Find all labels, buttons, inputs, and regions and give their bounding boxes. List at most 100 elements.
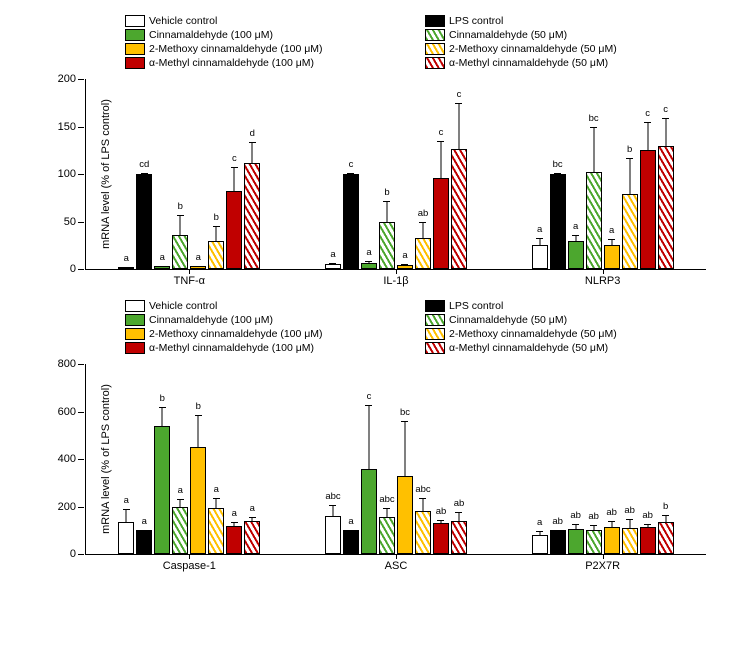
significance-label: ab [454, 498, 465, 509]
bar [325, 264, 341, 269]
significance-label: a [537, 224, 542, 235]
legend-label: Vehicle control [149, 15, 217, 27]
y-tick [78, 459, 84, 460]
x-tick-label: NLRP3 [585, 275, 620, 287]
legend-swatch [425, 342, 445, 354]
error-bar [557, 530, 558, 531]
error-bar [144, 530, 145, 531]
error-bar [665, 118, 666, 147]
significance-label: abc [415, 484, 430, 495]
chart-panel: Vehicle control LPS control Cinnamaldehy… [15, 300, 729, 555]
error-bar [575, 235, 576, 243]
bar-column: bc [550, 79, 566, 269]
error-bar [575, 524, 576, 530]
error-bar [440, 141, 441, 179]
error-bar [422, 498, 423, 512]
x-tick-label: TNF-α [174, 275, 205, 287]
bar [568, 241, 584, 269]
bar [550, 174, 566, 269]
bar-column: a [118, 364, 134, 554]
legend-item: α-Methyl cinnamaldehyde (50 μM) [425, 342, 685, 354]
bar-column: a [361, 79, 377, 269]
category-group: a c a [293, 79, 500, 269]
bar-column: abc [415, 364, 431, 554]
category-group: abc a c [293, 364, 500, 554]
significance-label: c [439, 127, 444, 138]
significance-label: b [663, 501, 668, 512]
error-bar [386, 201, 387, 224]
bar [640, 527, 656, 554]
category-group: a cd a [86, 79, 293, 269]
bar-column: a [190, 79, 206, 269]
bar [568, 529, 584, 554]
error-bar [198, 415, 199, 448]
significance-label: a [402, 250, 407, 261]
bar [226, 526, 242, 555]
bar-column: c [433, 79, 449, 269]
x-tick [396, 269, 397, 274]
y-tick-label: 400 [58, 453, 76, 465]
legend-swatch [425, 300, 445, 312]
category-group: a a b [86, 364, 293, 554]
bar-column: d [244, 79, 260, 269]
x-tick [396, 554, 397, 559]
chart-panel: Vehicle control LPS control Cinnamaldehy… [15, 15, 729, 270]
legend-item: 2-Methoxy cinnamaldehyde (50 μM) [425, 43, 685, 55]
error-bar [404, 264, 405, 266]
x-tick-label: Caspase-1 [163, 560, 216, 572]
legend-label: Cinnamaldehyde (50 μM) [449, 29, 567, 41]
error-bar [422, 222, 423, 239]
error-bar [332, 263, 333, 265]
significance-label: ab [588, 511, 599, 522]
bar [658, 146, 674, 269]
plot-area: mRNA level (% of LPS control)02004006008… [85, 364, 706, 555]
legend-item: Vehicle control [125, 300, 385, 312]
bar-column: a [325, 79, 341, 269]
bar-column: c [451, 79, 467, 269]
significance-label: a [250, 503, 255, 514]
bar-column: a [208, 364, 224, 554]
bar [172, 507, 188, 554]
bar [325, 516, 341, 554]
y-tick [78, 507, 84, 508]
significance-label: a [348, 516, 353, 527]
error-bar [404, 421, 405, 477]
legend-swatch [425, 314, 445, 326]
plot-area: mRNA level (% of LPS control)05010015020… [85, 79, 706, 270]
error-bar [458, 103, 459, 151]
bar [397, 265, 413, 269]
bar [415, 511, 431, 554]
significance-label: b [160, 393, 165, 404]
bar-column: abc [325, 364, 341, 554]
bar-column: ab [604, 364, 620, 554]
error-bar [665, 515, 666, 523]
significance-label: b [178, 201, 183, 212]
bar-groups: a c d a [86, 79, 706, 269]
significance-label: b [627, 144, 632, 155]
bar-column: b [379, 79, 395, 269]
bar-column: b [154, 364, 170, 554]
bar [244, 163, 260, 269]
legend-swatch [125, 342, 145, 354]
error-bar [252, 517, 253, 523]
error-bar [647, 122, 648, 151]
error-bar [440, 520, 441, 524]
significance-label: ab [418, 208, 429, 219]
bar [586, 172, 602, 269]
bar-column: c [361, 364, 377, 554]
error-bar [180, 499, 181, 508]
bar [361, 469, 377, 555]
bar [154, 426, 170, 554]
bar [640, 150, 656, 269]
bar-column: a [343, 364, 359, 554]
bar-column: c [658, 79, 674, 269]
error-bar [162, 266, 163, 267]
legend-item: Cinnamaldehyde (50 μM) [425, 29, 685, 41]
bar [190, 447, 206, 554]
bar-groups: a a b [86, 364, 706, 554]
legend-label: 2-Methoxy cinnamaldehyde (50 μM) [449, 43, 617, 55]
significance-label: a [330, 249, 335, 260]
x-tick-label: IL-1β [383, 275, 408, 287]
bar [136, 174, 152, 269]
bar [379, 517, 395, 554]
